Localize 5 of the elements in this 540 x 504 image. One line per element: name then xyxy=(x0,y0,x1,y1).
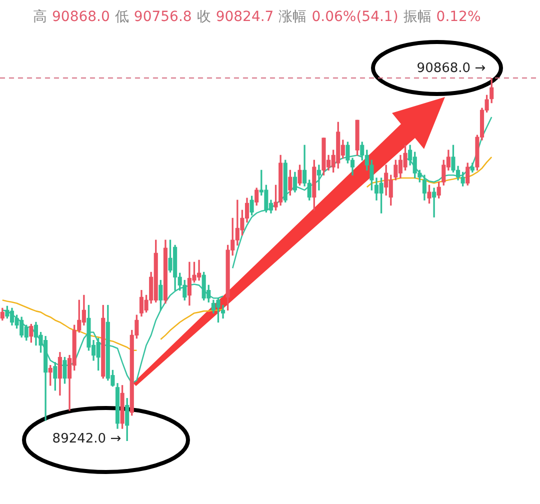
chart-title: 高 90868.0 低 90756.8 收 90824.7 涨幅 0.06%(54.1) 振幅 0.12% xyxy=(33,9,481,25)
annotation: 90868.0 → xyxy=(416,60,486,76)
candlestick xyxy=(316,164,321,190)
candlestick xyxy=(432,188,436,218)
annotation: 89242.0 → xyxy=(52,431,122,446)
